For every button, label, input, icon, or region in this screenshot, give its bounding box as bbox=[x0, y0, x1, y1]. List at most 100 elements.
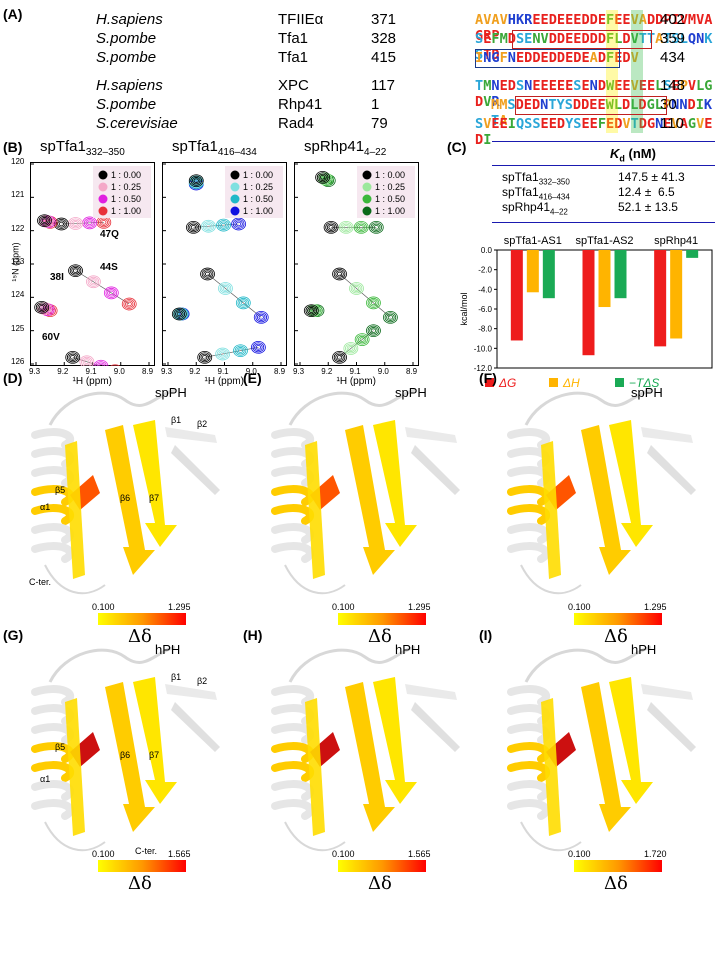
helix-turn bbox=[31, 799, 75, 820]
helix-turn bbox=[31, 723, 75, 744]
strand-b1b2 bbox=[641, 427, 693, 443]
helix-turn bbox=[271, 704, 315, 725]
delta-delta-label: Δδ bbox=[604, 626, 628, 647]
structure-annotation: β6 bbox=[120, 493, 130, 503]
loop bbox=[284, 821, 346, 852]
legend-swatch bbox=[485, 378, 494, 387]
strand-b6 bbox=[345, 682, 395, 832]
start-residue: 79 bbox=[371, 115, 388, 132]
loop bbox=[520, 564, 582, 595]
scale-min: 0.100 bbox=[332, 849, 355, 859]
construct-name: spRhp414–22 bbox=[502, 200, 568, 217]
kd-value: 147.5 ± 41.3 bbox=[618, 170, 685, 184]
scale-min: 0.100 bbox=[568, 849, 591, 859]
structure-annotation: C-ter. bbox=[135, 846, 157, 856]
panel-label-f: (F) bbox=[479, 370, 497, 386]
scale-max: 1.565 bbox=[408, 849, 431, 859]
helix-turn bbox=[31, 466, 75, 487]
domain-label: hPH bbox=[155, 642, 180, 657]
strand-sheet bbox=[647, 445, 696, 495]
kd-row: spRhp414–22 52.1 ± 13.5 bbox=[502, 200, 678, 217]
y-tick-label: 120 bbox=[11, 157, 25, 166]
legend-label: 1 : 1.00 bbox=[111, 206, 141, 216]
helix-turn bbox=[507, 799, 551, 820]
construct-name: spTfa1416–434 bbox=[502, 185, 570, 202]
bar bbox=[510, 250, 523, 341]
color-scale-bar bbox=[574, 613, 662, 625]
y-tick-label: 126 bbox=[11, 357, 25, 366]
delta-delta-label: Δδ bbox=[128, 873, 152, 894]
strand-b7 bbox=[609, 677, 653, 804]
helix-a1 bbox=[305, 441, 325, 579]
helix-turn bbox=[507, 542, 551, 563]
strand-sheet bbox=[411, 445, 460, 495]
protein-structure: hPH bbox=[271, 642, 460, 852]
strand-b6 bbox=[345, 425, 395, 575]
helix-turn bbox=[31, 742, 75, 763]
color-scale-bar bbox=[98, 613, 186, 625]
y-tick-label: 123 bbox=[11, 257, 25, 266]
legend-marker bbox=[98, 206, 108, 216]
scale-max: 1.565 bbox=[168, 849, 191, 859]
y-axis-label: kcal/mol bbox=[459, 292, 469, 325]
category-label: spTfa1-AS2 bbox=[575, 235, 633, 247]
helix-turn bbox=[507, 780, 551, 801]
structure-annotation: C-ter. bbox=[29, 577, 51, 587]
legend-marker bbox=[98, 194, 108, 204]
bar bbox=[542, 250, 555, 299]
legend-label: 1 : 0.50 bbox=[375, 194, 405, 204]
strand-sheet bbox=[411, 702, 460, 752]
helix-a1 bbox=[65, 441, 85, 579]
helix-turn bbox=[507, 761, 551, 782]
strand-b7 bbox=[133, 420, 177, 547]
species-name: H.sapiens bbox=[96, 11, 163, 28]
structure-annotation: β5 bbox=[55, 742, 65, 752]
end-residue: 359 bbox=[660, 30, 686, 47]
legend-marker bbox=[362, 194, 372, 204]
protein-structure: spPH bbox=[271, 385, 460, 595]
bar bbox=[670, 250, 683, 339]
nmr-legend: 1 : 0.00 1 : 0.25 1 : 0.50 1 : 1.00 bbox=[225, 166, 283, 218]
scale-max: 1.295 bbox=[408, 602, 431, 612]
helix-turn bbox=[507, 723, 551, 744]
helix-turn bbox=[31, 428, 75, 449]
y-tick-label: 125 bbox=[11, 323, 25, 333]
end-residue: 148 bbox=[660, 77, 686, 94]
x-tick-label: 9.3 bbox=[161, 367, 173, 376]
loop bbox=[288, 645, 416, 683]
strand-b1b2 bbox=[165, 684, 217, 700]
species-name: S.pombe bbox=[96, 96, 157, 113]
start-residue: 117 bbox=[371, 77, 395, 94]
x-tick-label: 9.0 bbox=[377, 367, 389, 376]
species-name: S.pombe bbox=[96, 49, 157, 66]
structure-annotation: β6 bbox=[120, 750, 130, 760]
construct-name: spTfa1332–350 bbox=[502, 170, 570, 187]
x-axis-label: ¹H (ppm) bbox=[204, 376, 244, 387]
nmr-spectrum: 1 : 0.00 1 : 0.25 1 : 0.50 1 : 1.00 47Q 44S 38… bbox=[30, 162, 155, 366]
legend-marker bbox=[98, 182, 108, 192]
peak-label: 38I bbox=[50, 272, 64, 283]
strand-b1b2 bbox=[405, 427, 457, 443]
helix-a1 bbox=[65, 698, 85, 836]
start-residue: 415 bbox=[371, 49, 397, 66]
helix-turn bbox=[507, 742, 551, 763]
y-tick-label: -6.0 bbox=[478, 305, 492, 314]
legend-label: 1 : 1.00 bbox=[243, 206, 273, 216]
bar bbox=[582, 250, 595, 356]
strand-b1b2 bbox=[165, 427, 217, 443]
kd-table: Kd (nM) spTfa1332–350 147.5 ± 41.3 spTfa14… bbox=[492, 141, 715, 223]
nmr-spectrum: 1 : 0.00 1 : 0.25 1 : 0.50 1 : 1.00 bbox=[294, 162, 419, 366]
scale-max: 1.720 bbox=[644, 849, 667, 859]
strand-b1b2 bbox=[641, 684, 693, 700]
y-tick-label: -4.0 bbox=[478, 285, 492, 294]
legend-marker bbox=[98, 170, 108, 180]
y-tick-label: -2.0 bbox=[478, 266, 492, 275]
legend-label: ΔH bbox=[562, 376, 580, 390]
delta-delta-label: Δδ bbox=[368, 626, 392, 647]
nmr-panel-title: spTfa1332–350 bbox=[40, 138, 125, 158]
loop bbox=[524, 645, 652, 683]
x-tick-label: 9.1 bbox=[217, 367, 229, 376]
helix-a1 bbox=[541, 698, 561, 836]
bar bbox=[526, 250, 539, 293]
kd-value: 52.1 ± 13.5 bbox=[618, 200, 678, 214]
